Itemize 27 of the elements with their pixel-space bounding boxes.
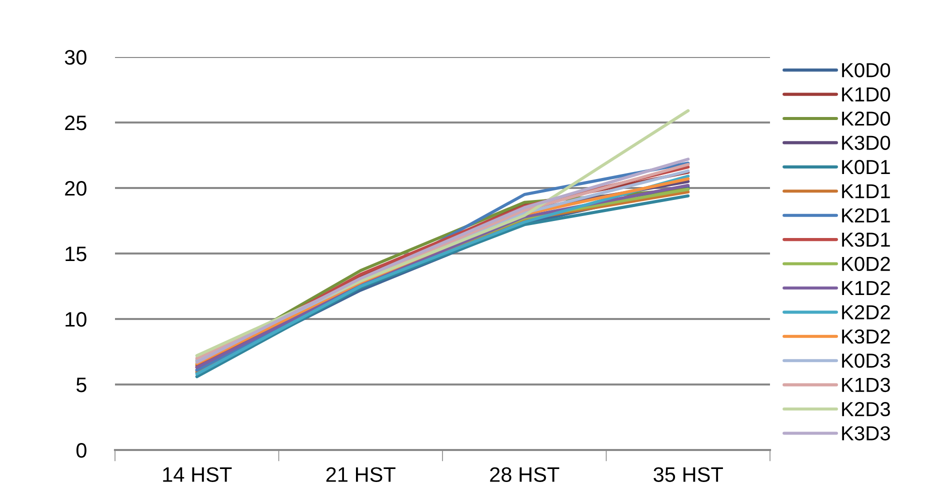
x-tick-label: 21 HST <box>326 467 396 482</box>
legend-label: K0D1 <box>842 160 890 174</box>
legend-label: K3D1 <box>842 232 890 247</box>
legend-label: K0D2 <box>842 256 890 272</box>
legend-label: K3D0 <box>842 136 890 150</box>
legend-label: K1D3 <box>842 378 890 392</box>
x-tick-label: 14 HST <box>163 467 232 482</box>
legend-label: K1D2 <box>842 280 890 296</box>
legend-label: K2D0 <box>842 111 890 126</box>
legend-label: K1D0 <box>842 87 890 102</box>
x-tick-label: 35 HST <box>654 467 723 482</box>
x-tick-label: 28 HST <box>490 467 560 482</box>
y-tick-label: 10 <box>66 312 86 327</box>
y-tick-label: 0 <box>76 443 86 458</box>
y-tick-label: 15 <box>66 246 86 262</box>
legend-label: K0D3 <box>842 354 890 368</box>
y-tick-label: 30 <box>64 50 86 65</box>
y-tick-label: 5 <box>76 378 86 392</box>
legend-label: K2D1 <box>842 208 890 222</box>
legend-label: K3D3 <box>842 426 890 440</box>
legend-label: K2D3 <box>842 402 890 416</box>
y-tick-label: 20 <box>65 181 86 196</box>
y-tick-label: 25 <box>65 116 86 130</box>
legend-label: K0D0 <box>842 63 890 78</box>
legend-label: K3D2 <box>842 329 890 344</box>
legend-label: K1D1 <box>842 184 890 198</box>
legend-label: K2D2 <box>842 305 890 320</box>
